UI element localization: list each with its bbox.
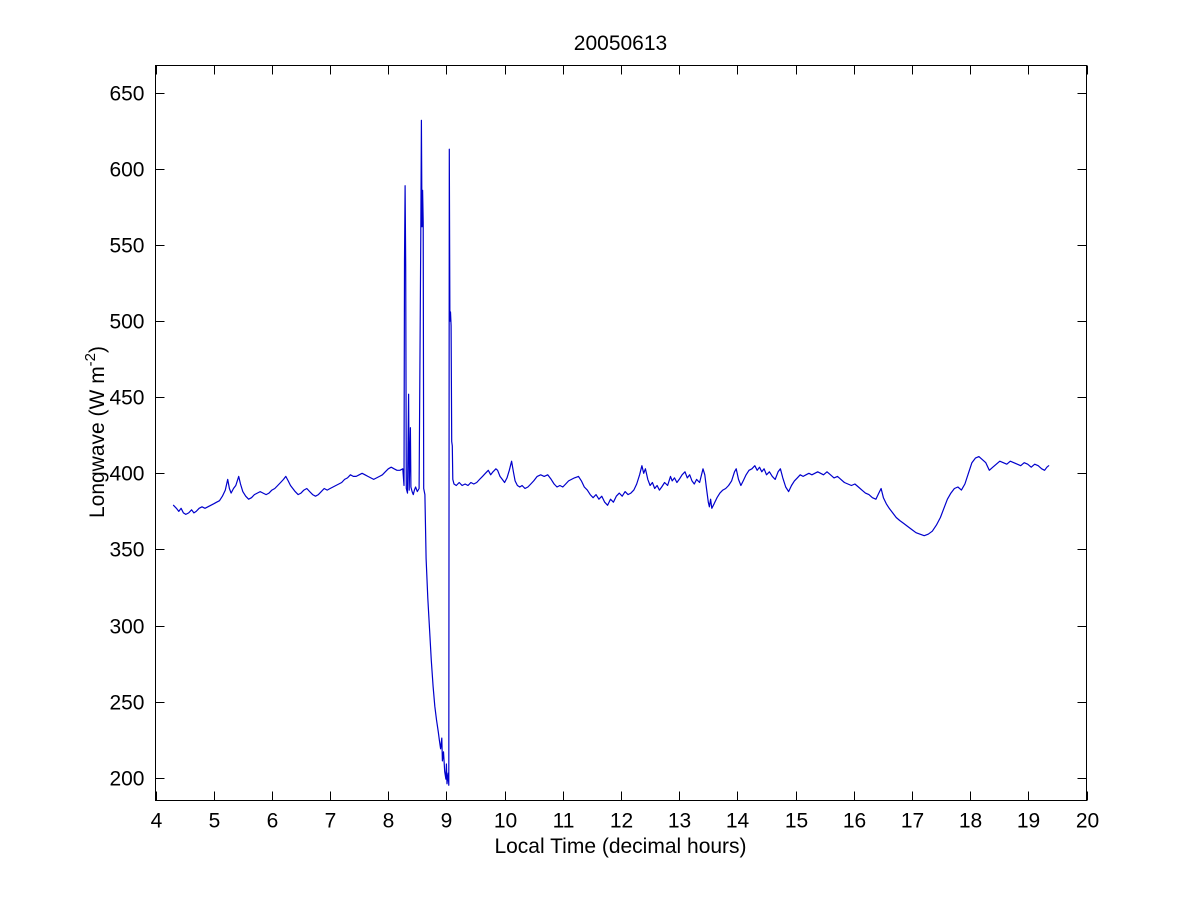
x-tick-label: 6: [267, 810, 279, 833]
x-tick-label: 17: [901, 810, 924, 833]
y-tick-label: 200: [109, 768, 144, 791]
x-tick-label: 4: [151, 810, 163, 833]
axes-layer: 4 5 6 7 8 9 10 11 12 13 14 15 16 17 18 19 20 200 250 300 350…: [109, 65, 1099, 833]
y-tick-label: 300: [109, 616, 144, 639]
y-tick-label: 600: [109, 159, 144, 182]
x-tick-label: 14: [726, 810, 750, 833]
x-tick-label: 10: [494, 810, 517, 833]
y-tick-label: 450: [109, 387, 144, 410]
x-tick-label: 9: [441, 810, 453, 833]
y-tick-label: 250: [109, 692, 144, 715]
x-tick-label: 16: [843, 810, 866, 833]
data-series-layer: [172, 119, 1050, 786]
x-tick-label: 7: [325, 810, 337, 833]
y-axis-label-close: ): [86, 346, 109, 353]
data-line-longwave: [172, 119, 1050, 786]
y-tick-label: 400: [109, 463, 144, 486]
x-tick-label: 20: [1076, 810, 1099, 833]
x-tick-label: 19: [1017, 810, 1040, 833]
x-tick-label: 18: [959, 810, 982, 833]
axis-box: [155, 65, 1087, 801]
y-tick-label: 550: [109, 235, 144, 258]
x-tick-label: 8: [383, 810, 395, 833]
y-axis-label-superscript: -2: [82, 353, 99, 366]
x-tick-label: 5: [209, 810, 221, 833]
y-tick-label: 650: [109, 83, 144, 106]
y-tick-label: 500: [109, 311, 144, 334]
x-axis-label: Local Time (decimal hours): [494, 835, 746, 858]
y-axis-label: Longwave (W m-2): [82, 346, 109, 518]
x-tick-label: 11: [553, 810, 575, 833]
y-axis-label-main: Longwave (W m: [86, 366, 109, 518]
y-tick-label: 350: [109, 539, 144, 562]
x-tick-label: 12: [610, 810, 633, 833]
x-tick-label: 13: [668, 810, 691, 833]
chart-title: 20050613: [574, 32, 667, 55]
x-tick-label: 15: [785, 810, 808, 833]
